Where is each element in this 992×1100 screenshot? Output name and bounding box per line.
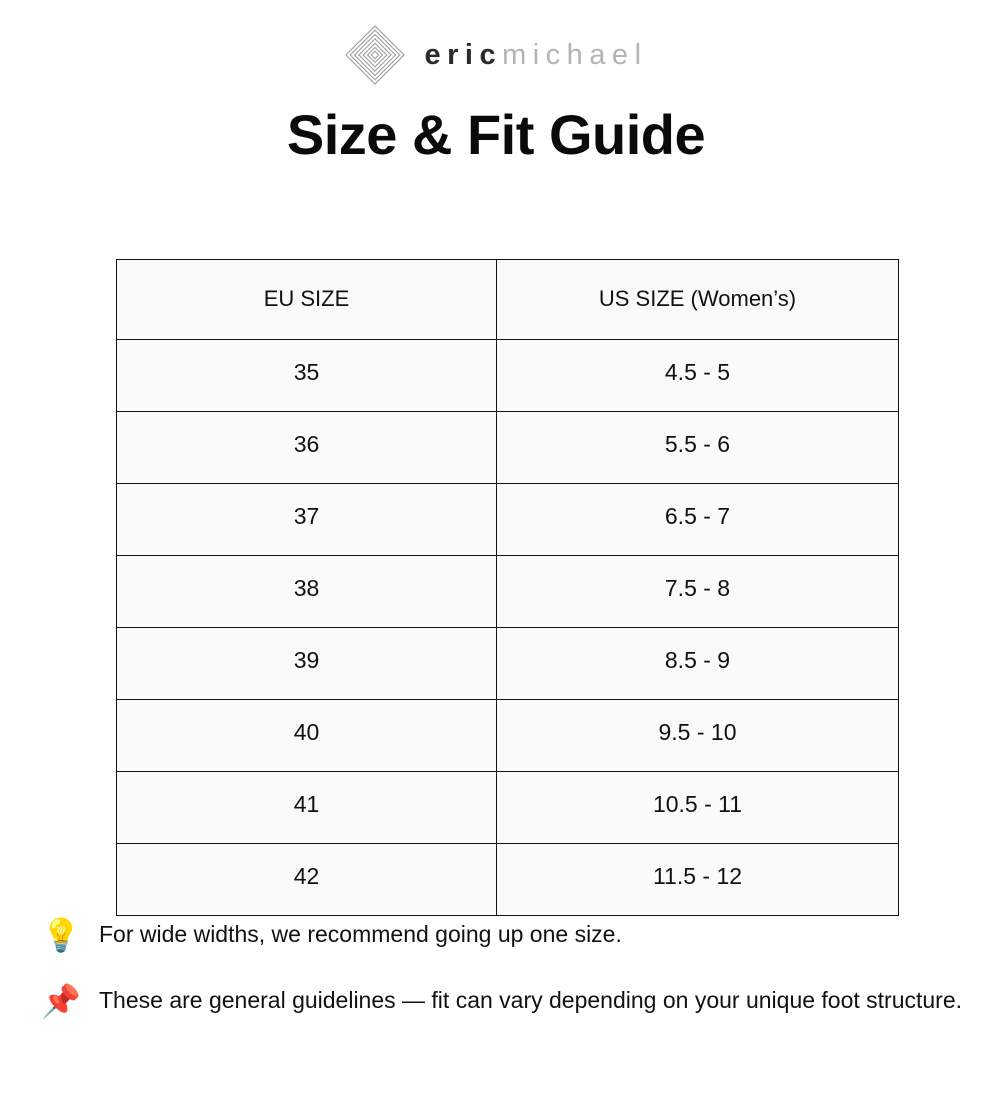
cell-us-size: 4.5 - 5 [496, 339, 899, 412]
table-body: 35 4.5 - 5 36 5.5 - 6 37 6.5 - 7 38 7.5 … [116, 339, 899, 916]
column-header-us-size: US SIZE (Women’s) [496, 259, 899, 340]
cell-eu-size: 40 [116, 699, 497, 772]
notes-section: 💡 For wide widths, we recommend going up… [38, 915, 968, 1021]
brand-name-primary: eric [424, 38, 503, 71]
light-bulb-icon: 💡 [41, 917, 81, 953]
cell-eu-size: 38 [116, 555, 497, 628]
size-table-container: EU SIZE US SIZE (Women’s) 35 4.5 - 5 36 … [116, 259, 899, 916]
note-text: These are general guidelines — fit can v… [99, 987, 963, 1013]
note-general-guidelines: 📌 These are general guidelines — fit can… [38, 981, 968, 1021]
brand-header: eric michael [0, 0, 992, 85]
cell-eu-size: 39 [116, 627, 497, 700]
table-row: 37 6.5 - 7 [116, 483, 899, 556]
note-text: For wide widths, we recommend going up o… [99, 921, 622, 947]
table-row: 38 7.5 - 8 [116, 555, 899, 628]
cell-us-size: 5.5 - 6 [496, 411, 899, 484]
pushpin-icon: 📌 [41, 983, 81, 1019]
table-row: 42 11.5 - 12 [116, 843, 899, 916]
cell-eu-size: 41 [116, 771, 497, 844]
brand-name-secondary: michael [502, 38, 648, 71]
cell-eu-size: 42 [116, 843, 497, 916]
cell-eu-size: 37 [116, 483, 497, 556]
size-conversion-table: EU SIZE US SIZE (Women’s) 35 4.5 - 5 36 … [116, 259, 899, 916]
cell-us-size: 7.5 - 8 [496, 555, 899, 628]
page-title: Size & Fit Guide [286, 103, 706, 166]
table-row: 36 5.5 - 6 [116, 411, 899, 484]
cell-us-size: 9.5 - 10 [496, 699, 899, 772]
cell-us-size: 8.5 - 9 [496, 627, 899, 700]
cell-eu-size: 36 [116, 411, 497, 484]
table-row: 39 8.5 - 9 [116, 627, 899, 700]
table-header-row: EU SIZE US SIZE (Women’s) [116, 259, 899, 340]
cell-us-size: 10.5 - 11 [496, 771, 899, 844]
concentric-diamond-logo-icon [345, 25, 406, 85]
brand-wordmark: eric michael [424, 38, 648, 71]
table-row: 40 9.5 - 10 [116, 699, 899, 772]
cell-us-size: 6.5 - 7 [496, 483, 899, 556]
table-row: 41 10.5 - 11 [116, 771, 899, 844]
table-row: 35 4.5 - 5 [116, 339, 899, 412]
column-header-eu-size: EU SIZE [116, 259, 497, 340]
note-wide-widths: 💡 For wide widths, we recommend going up… [38, 915, 968, 955]
cell-eu-size: 35 [116, 339, 497, 412]
cell-us-size: 11.5 - 12 [496, 843, 899, 916]
